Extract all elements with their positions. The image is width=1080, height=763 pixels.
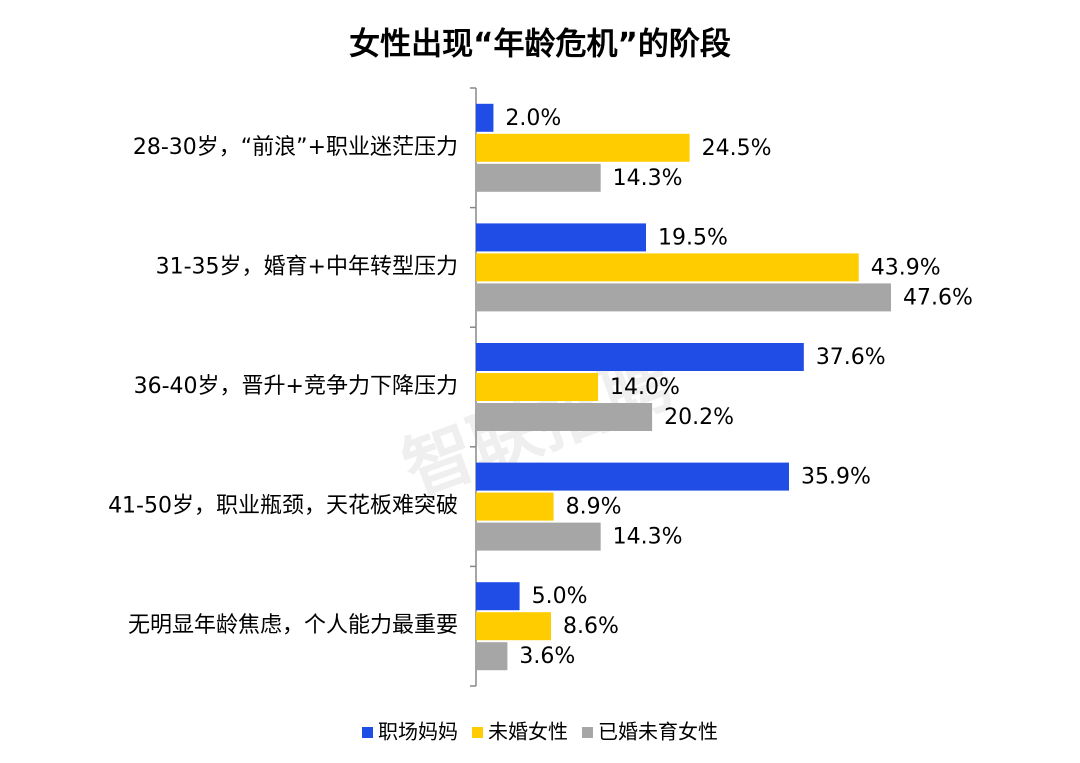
value-label: 8.6% — [563, 614, 619, 639]
legend: 职场妈妈 未婚女性 已婚未育女性 — [362, 720, 718, 744]
bar — [476, 253, 859, 282]
value-label: 43.9% — [871, 255, 941, 280]
category-label: 28-30岁，“前浪”+职业迷茫压力 — [133, 135, 458, 160]
value-label: 35.9% — [801, 465, 871, 490]
legend-swatch — [472, 727, 483, 738]
legend-swatch — [362, 727, 373, 738]
bar — [476, 403, 653, 431]
legend-label: 已婚未育女性 — [598, 720, 718, 744]
legend-label: 职场妈妈 — [378, 720, 458, 744]
bar — [476, 133, 690, 162]
chart-title: 女性出现“年龄危机”的阶段 — [349, 27, 731, 63]
value-label: 2.0% — [505, 106, 561, 131]
value-label: 14.3% — [613, 166, 683, 191]
bar — [476, 343, 804, 371]
category-label: 31-35岁，婚育+中年转型压力 — [156, 254, 458, 279]
value-label: 20.2% — [664, 405, 734, 430]
value-label: 5.0% — [532, 584, 588, 609]
bar — [476, 492, 554, 521]
bar — [476, 582, 520, 611]
bar — [476, 462, 789, 491]
bar — [476, 103, 494, 132]
bar — [476, 612, 551, 641]
value-label: 3.6% — [519, 644, 575, 669]
bar — [476, 223, 647, 252]
value-label: 8.9% — [566, 495, 622, 520]
bar — [476, 163, 601, 192]
bar — [476, 373, 599, 401]
category-label: 36-40岁，晋升+竞争力下降压力 — [134, 374, 458, 399]
bar — [476, 642, 508, 671]
value-label: 19.5% — [658, 225, 728, 250]
value-label: 14.0% — [610, 375, 680, 400]
category-label: 无明显年龄焦虑，个人能力最重要 — [128, 613, 458, 638]
bar — [476, 522, 601, 551]
value-label: 37.6% — [816, 345, 886, 370]
value-label: 47.6% — [903, 285, 973, 310]
category-label: 41-50岁，职业瓶颈，天花板难突破 — [108, 494, 458, 519]
value-label: 24.5% — [702, 136, 772, 161]
legend-label: 未婚女性 — [488, 720, 568, 744]
legend-swatch — [582, 727, 593, 738]
value-label: 14.3% — [613, 525, 683, 550]
bar — [476, 283, 891, 312]
